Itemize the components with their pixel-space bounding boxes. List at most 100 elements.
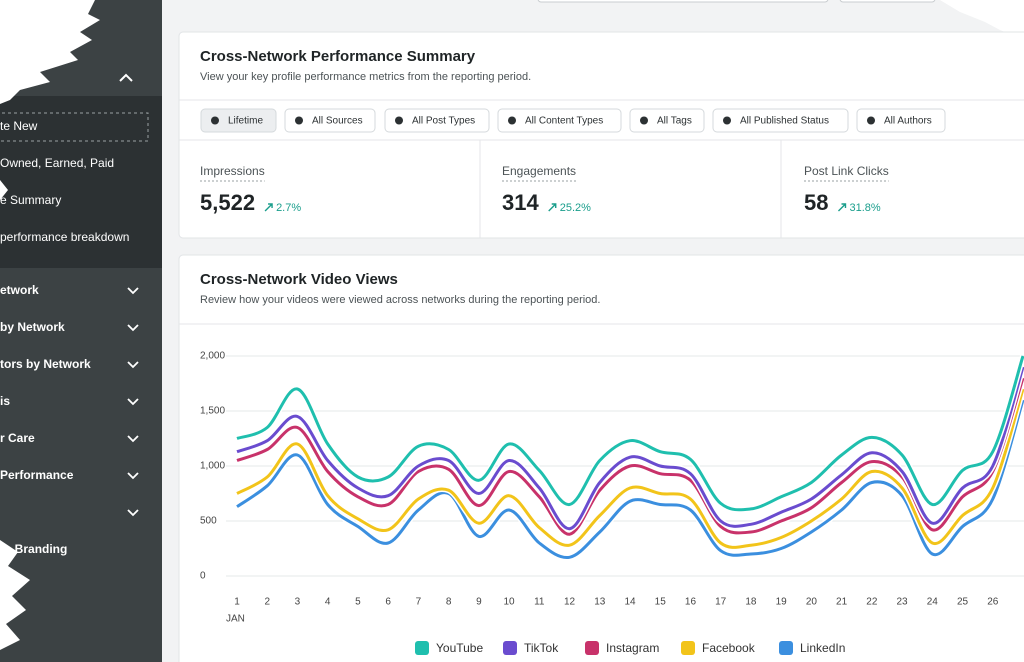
chevron-down[interactable]: [127, 324, 139, 332]
filter-chip[interactable]: [497, 108, 622, 133]
summary-card: [178, 31, 1024, 239]
filter-icon: [867, 116, 875, 125]
chevron-down[interactable]: [127, 398, 139, 406]
sidebar-item[interactable]: e Summary: [0, 193, 61, 207]
x-tick-label: 9: [476, 597, 482, 608]
torn-corner: [940, 0, 1024, 40]
x-tick-label: 14: [624, 597, 636, 608]
chevron-down[interactable]: [127, 435, 139, 443]
x-tick-label: 23: [897, 597, 909, 608]
x-tick-label: 8: [446, 597, 452, 608]
y-tick-label: 1,000: [200, 461, 225, 472]
filter-label[interactable]: Lifetime: [228, 116, 263, 127]
x-tick-label: 18: [745, 597, 757, 608]
filter-chip[interactable]: [200, 108, 277, 133]
sidebar-menu[interactable]: re Branding: [0, 542, 67, 556]
series-line: [236, 388, 1024, 549]
series-line: [236, 355, 1024, 512]
chart-title: Cross-Network Video Views: [200, 271, 398, 288]
filter-icon: [295, 116, 303, 125]
legend-label[interactable]: LinkedIn: [800, 641, 845, 655]
x-tick-label: 24: [927, 597, 939, 608]
legend-label[interactable]: TikTok: [524, 641, 559, 655]
sidebar-menu[interactable]: r Care: [0, 431, 35, 445]
x-tick-label: 12: [564, 597, 576, 608]
metric-label: Engagements: [502, 164, 576, 178]
filter-icon: [723, 116, 731, 125]
chevron-up[interactable]: [119, 73, 133, 82]
filter-icon: [508, 116, 516, 125]
metric-label: Post Link Clicks: [804, 164, 889, 178]
x-tick-label: 13: [594, 597, 606, 608]
x-tick-label: 25: [957, 597, 969, 608]
filter-chip[interactable]: [284, 108, 376, 133]
filter-label[interactable]: All Authors: [884, 116, 932, 127]
x-tick-label: 4: [325, 597, 331, 608]
legend-swatch[interactable]: [681, 641, 695, 655]
sidebar-menu[interactable]: is: [0, 394, 10, 408]
x-tick-label: 20: [806, 597, 818, 608]
x-tick-label: 19: [776, 597, 788, 608]
legend-swatch[interactable]: [779, 641, 793, 655]
sidebar-menu[interactable]: tors by Network: [0, 357, 91, 371]
legend-label[interactable]: YouTube: [436, 641, 483, 655]
sidebar-menu[interactable]: Performance: [0, 468, 74, 482]
chart-subtitle: Review how your videos were viewed acros…: [200, 294, 600, 306]
summary-title: Cross-Network Performance Summary: [200, 48, 476, 65]
top-button[interactable]: [839, 0, 936, 3]
filter-chip[interactable]: [712, 108, 849, 133]
x-tick-label: 26: [987, 597, 999, 608]
sidebar-item[interactable]: Owned, Earned, Paid: [0, 156, 114, 170]
filter-label[interactable]: All Post Types: [412, 116, 475, 127]
chevron-down[interactable]: [127, 361, 139, 369]
series-line: [236, 377, 1024, 536]
trend-arrow: [837, 203, 847, 212]
torn-edge: [0, 0, 100, 662]
series-line: [236, 366, 1024, 531]
x-tick-label: 5: [355, 597, 361, 608]
legend-swatch[interactable]: [415, 641, 429, 655]
legend-label[interactable]: Facebook: [702, 641, 756, 655]
x-tick-label: 16: [685, 597, 697, 608]
filter-icon: [395, 116, 403, 125]
x-tick-label: 1: [234, 597, 240, 608]
sidebar-menu[interactable]: by Network: [0, 320, 65, 334]
x-tick-label: 15: [655, 597, 667, 608]
create-box[interactable]: [0, 112, 149, 142]
filter-label[interactable]: All Content Types: [525, 116, 603, 127]
metric-value: 314: [502, 190, 539, 215]
series-line: [236, 399, 1024, 560]
trend-arrow: [264, 203, 273, 212]
legend-swatch[interactable]: [503, 641, 517, 655]
filter-icon: [640, 116, 648, 125]
filter-chip[interactable]: [856, 108, 946, 133]
x-tick-label: 6: [385, 597, 391, 608]
x-tick-label: 2: [264, 597, 270, 608]
y-tick-label: 1,500: [200, 406, 225, 417]
x-tick-label: 10: [504, 597, 516, 608]
legend-label[interactable]: Instagram: [606, 641, 659, 655]
sidebar-item[interactable]: te New: [0, 119, 38, 133]
filter-label[interactable]: All Tags: [657, 116, 692, 127]
top-input[interactable]: [537, 0, 829, 3]
x-tick-label: 7: [416, 597, 422, 608]
y-tick-label: 2,000: [200, 351, 225, 362]
sidebar-item[interactable]: performance breakdown: [0, 230, 129, 244]
filter-label[interactable]: All Sources: [312, 116, 363, 127]
metric-label: Impressions: [200, 164, 265, 178]
chevron-down[interactable]: [127, 472, 139, 480]
x-tick-label: 21: [836, 597, 848, 608]
x-tick-label: 17: [715, 597, 727, 608]
metric-change: 25.2%: [560, 202, 591, 214]
legend-swatch[interactable]: [585, 641, 599, 655]
filter-chip[interactable]: [629, 108, 705, 133]
filter-chip[interactable]: [384, 108, 490, 133]
metric-change: 31.8%: [849, 202, 880, 214]
filter-label[interactable]: All Published Status: [740, 116, 829, 127]
chevron-down[interactable]: [127, 287, 139, 295]
chevron-down[interactable]: [127, 509, 139, 517]
y-tick-label: 0: [200, 571, 206, 582]
sidebar-menu[interactable]: etwork: [0, 283, 39, 297]
filter-icon: [211, 116, 219, 125]
